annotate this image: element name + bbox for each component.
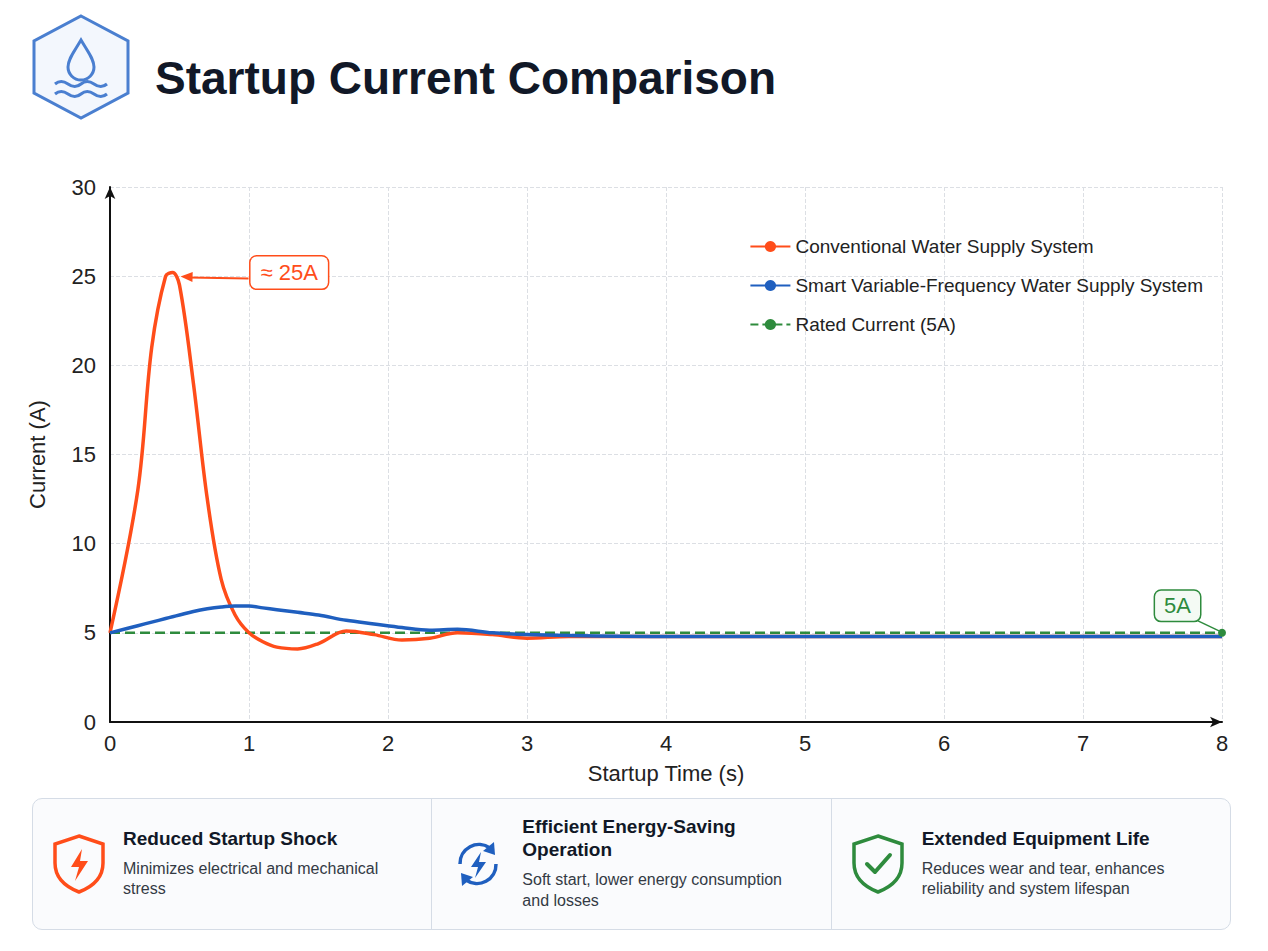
svg-text:6: 6 [938,731,950,756]
html-text:Reduces wear and tear, enhance: Reduces wear and tear, enhances reliabil… [921,859,1165,898]
html-text:Efficient Energy-Saving Operat: Efficient Energy-Saving Operation [522,816,736,861]
svg-text:5A: 5A [1164,593,1191,618]
svg-text:4: 4 [660,731,672,756]
html-text:Soft start, lower energy consu: Soft start, lower energy consumption and… [522,871,782,909]
svg-text:5: 5 [84,620,96,645]
svg-text:8: 8 [1216,731,1228,756]
svg-text:15: 15 [72,442,96,467]
svg-text:Startup Current Comparison: Startup Current Comparison [155,52,776,104]
svg-text:Current (A): Current (A) [25,400,50,509]
svg-text:7: 7 [1077,731,1089,756]
svg-text:25: 25 [72,264,96,289]
svg-text:Startup Time (s): Startup Time (s) [588,761,744,786]
svg-text:0: 0 [104,731,116,756]
svg-text:≈ 25A: ≈ 25A [261,260,319,285]
html-text:Reduced Startup Shock: Reduced Startup Shock [123,827,338,849]
html-text:Extended Equipment Life: Extended Equipment Life [921,827,1150,849]
svg-text:Rated Current (5A): Rated Current (5A) [795,314,956,335]
svg-text:Conventional Water Supply Syst: Conventional Water Supply System [795,236,1093,257]
svg-text:0: 0 [84,710,96,735]
svg-text:Smart Variable-Frequency Water: Smart Variable-Frequency Water Supply Sy… [795,275,1203,296]
svg-text:5: 5 [799,731,811,756]
svg-text:30: 30 [72,175,96,200]
html-text:Minimizes electrical and mecha: Minimizes electrical and mechanical stre… [123,859,379,898]
svg-text:20: 20 [72,353,96,378]
svg-text:10: 10 [72,531,96,556]
svg-text:3: 3 [521,731,533,756]
svg-text:2: 2 [382,731,394,756]
svg-text:1: 1 [243,731,255,756]
